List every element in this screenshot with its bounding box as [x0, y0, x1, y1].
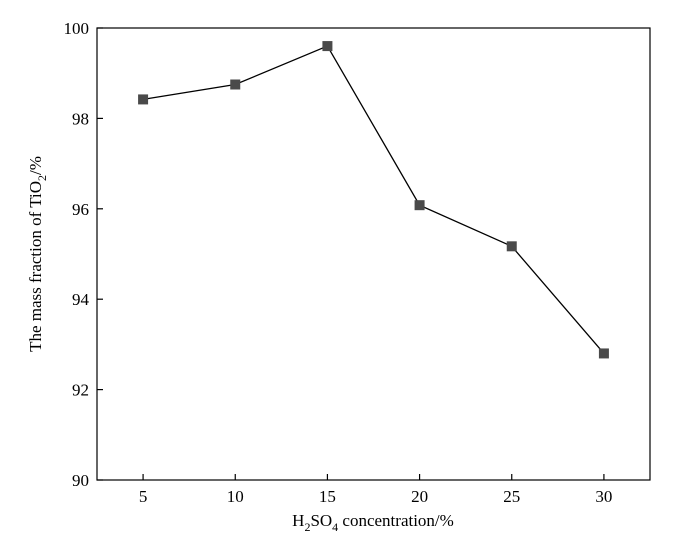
data-point-marker: [322, 41, 333, 52]
data-point-marker: [506, 241, 517, 252]
y-tick-label: 100: [64, 19, 90, 38]
x-tick-label: 25: [503, 487, 520, 506]
plot-frame: [96, 27, 651, 481]
data-point-marker: [230, 79, 241, 90]
x-tick-label: 20: [411, 487, 428, 506]
series-line: [142, 45, 605, 354]
data-point-marker: [138, 94, 149, 105]
data-point-marker: [414, 200, 425, 211]
data-point-marker: [598, 348, 609, 359]
y-axis-ticks: 90 92 94 96 98 100: [64, 19, 103, 490]
x-axis-title: H2SO4 concentration/%: [292, 511, 454, 534]
y-tick-label: 94: [72, 290, 90, 309]
x-tick-label: 15: [319, 487, 336, 506]
y-tick-label: 96: [72, 200, 89, 219]
x-axis-ticks: 5 10 15 20 25 30: [139, 474, 612, 506]
series-layer: [138, 41, 609, 359]
y-tick-label: 90: [72, 471, 89, 490]
x-tick-label: 30: [595, 487, 612, 506]
y-tick-label: 92: [72, 381, 89, 400]
y-axis-title: The mass fraction of TiO2/%: [26, 156, 49, 352]
y-tick-label: 98: [72, 109, 89, 128]
x-tick-label: 10: [227, 487, 244, 506]
x-tick-label: 5: [139, 487, 148, 506]
